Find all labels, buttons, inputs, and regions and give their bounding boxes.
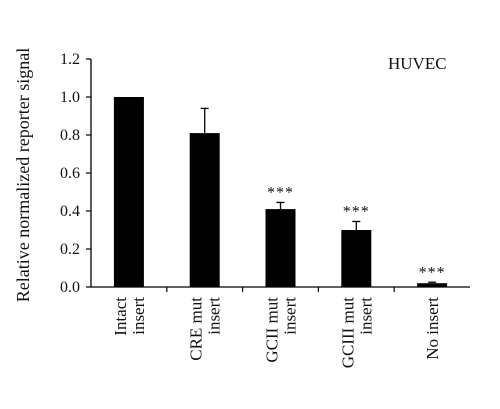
y-tick-label: 0.2 — [60, 241, 80, 258]
category-label: Intact — [111, 297, 130, 336]
y-tick-label: 0.6 — [60, 165, 80, 182]
y-tick-label: 1.0 — [60, 89, 80, 106]
bar — [189, 133, 220, 287]
category-label: No insert — [423, 297, 442, 360]
y-tick-label: 0.4 — [60, 203, 80, 220]
category-label: GCIII mut — [338, 297, 357, 369]
category-label: CRE mut — [187, 297, 206, 361]
category-label: insert — [129, 297, 148, 335]
significance-label: *** — [343, 203, 370, 220]
significance-label: *** — [419, 264, 446, 281]
bar — [265, 209, 296, 287]
significance-label: *** — [267, 184, 294, 201]
bar — [113, 97, 144, 287]
category-label: GCII mut — [263, 297, 282, 363]
category-label: insert — [356, 297, 375, 335]
bar — [417, 283, 448, 287]
y-tick-label: 1.2 — [60, 51, 80, 68]
category-label: insert — [281, 297, 300, 335]
panel-annotation: HUVEC — [388, 54, 447, 73]
y-tick-label: 0.8 — [60, 127, 80, 144]
bar — [341, 230, 372, 287]
category-label: insert — [205, 297, 224, 335]
y-axis-title: Relative normalized reporter signal — [13, 48, 33, 302]
y-tick-label: 0.0 — [60, 279, 80, 296]
bars — [113, 97, 448, 287]
